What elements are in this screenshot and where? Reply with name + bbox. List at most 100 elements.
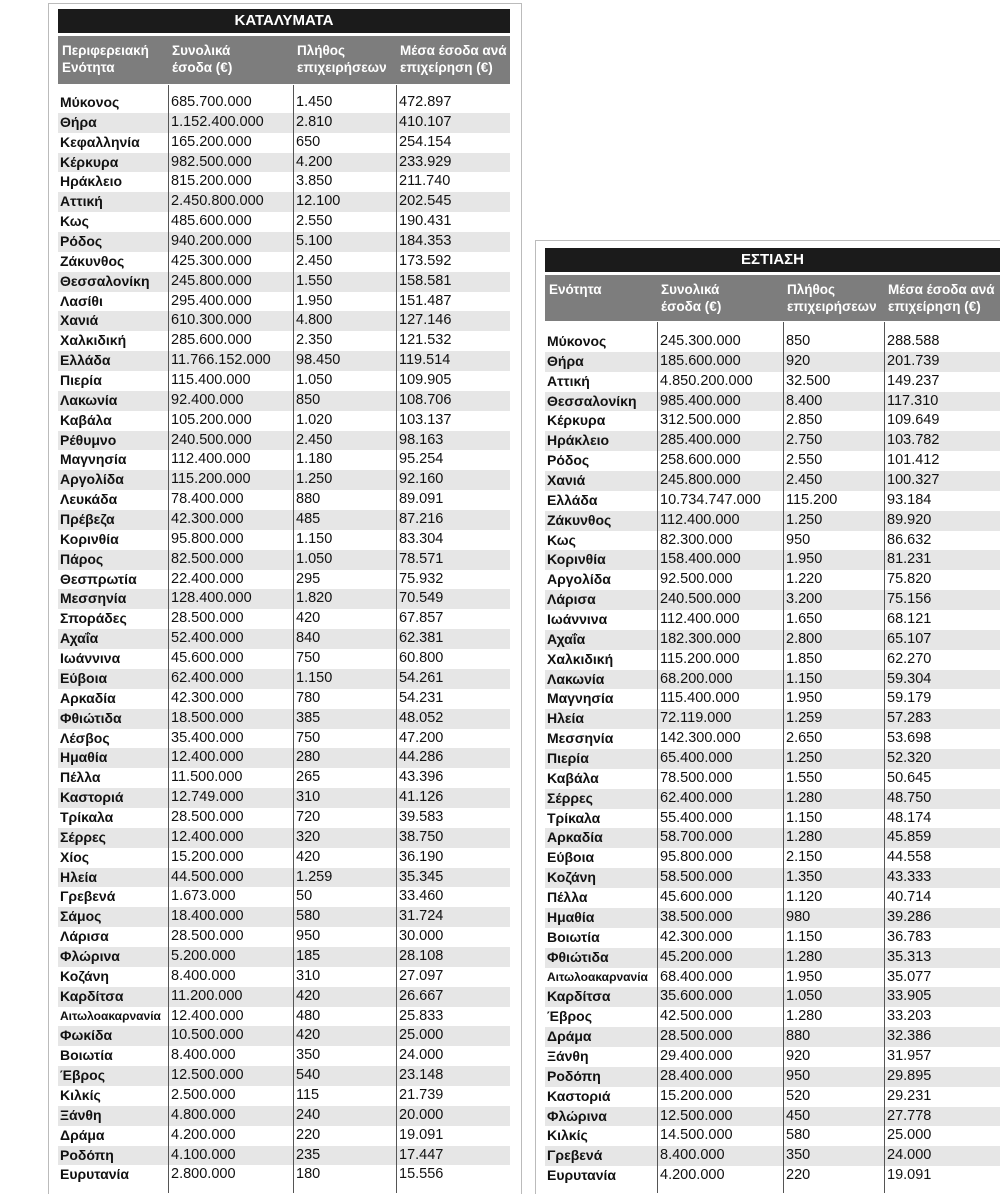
cell-region: Ροδόπη [547,1067,601,1084]
column-header-line: Συνολικά [661,282,720,297]
table-row: Δράμα 28.500.000 880 32.386 [545,1027,1000,1047]
cell-region: Χίος [60,848,90,865]
cell-avg-revenue: 39.286 [887,908,932,925]
cell-avg-revenue: 78.571 [399,550,444,567]
cell-region: Γρεβενά [60,888,116,905]
cell-business-count: 880 [786,1028,811,1045]
cell-avg-revenue: 28.108 [399,947,444,964]
cell-region: Ρέθυμνο [60,431,117,448]
cell-total-revenue: 4.100.000 [171,1146,236,1163]
cell-business-count: 450 [786,1107,811,1124]
cell-avg-revenue: 109.905 [399,372,452,389]
cell-avg-revenue: 50.645 [887,769,932,786]
cell-business-count: 650 [296,133,321,150]
cell-business-count: 1.950 [786,690,823,707]
table-row: Αργολίδα 115.200.000 1.250 92.160 [58,470,510,491]
column-header-total-revenue: Συνολικά έσοδα (€) [172,42,232,76]
cell-avg-revenue: 33.905 [887,988,932,1005]
cell-total-revenue: 985.400.000 [660,392,741,409]
cell-avg-revenue: 149.237 [887,372,940,389]
cell-business-count: 4.200 [296,153,333,170]
table-row: Μεσσηνία 142.300.000 2.650 53.698 [545,729,1000,749]
cell-avg-revenue: 92.160 [399,471,444,488]
cell-region: Θεσσαλονίκη [547,392,637,409]
table-row: Ευρυτανία 4.200.000 220 19.091 [545,1166,1000,1186]
cell-region: Κέρκυρα [60,153,119,170]
table-row: Μαγνησία 115.400.000 1.950 59.179 [545,689,1000,709]
cell-avg-revenue: 184.353 [399,233,452,250]
table-row: Φθιώτιδα 18.500.000 385 48.052 [58,708,510,729]
cell-total-revenue: 295.400.000 [171,292,252,309]
cell-avg-revenue: 211.740 [399,173,451,190]
table-row: Θεσσαλονίκη 985.400.000 8.400 117.310 [545,391,1000,412]
cell-business-count: 385 [296,709,321,726]
cell-avg-revenue: 119.514 [399,352,451,369]
table-row: Κέρκυρα 312.500.000 2.850 109.649 [545,411,1000,431]
cell-avg-revenue: 54.231 [399,689,444,706]
cell-business-count: 2.800 [786,630,823,647]
cell-avg-revenue: 48.052 [399,709,444,726]
table-row: Δράμα 4.200.000 220 19.091 [58,1126,510,1146]
table-row: Ξάνθη 29.400.000 920 31.957 [545,1047,1000,1067]
cell-total-revenue: 4.200.000 [171,1126,236,1143]
cell-avg-revenue: 30.000 [399,928,444,945]
cell-total-revenue: 285.400.000 [660,432,741,449]
cell-business-count: 1.150 [786,809,823,826]
cell-avg-revenue: 52.320 [887,750,932,767]
table-row: Βοιωτία 42.300.000 1.150 36.783 [545,928,1000,948]
table-row: Ροδόπη 4.100.000 235 17.447 [58,1145,510,1166]
cell-avg-revenue: 81.231 [887,551,932,568]
column-header-line: Συνολικά [172,43,231,58]
column-header-line: Μέσα έσοδα ανά [400,43,507,58]
cell-avg-revenue: 17.447 [399,1146,444,1163]
cell-business-count: 1.820 [296,590,333,607]
table-row: Ρόδος 940.200.000 5.100 184.353 [58,232,510,252]
cell-total-revenue: 58.700.000 [660,829,733,846]
cell-region: Ξάνθη [547,1047,589,1064]
table-row: Πιερία 115.400.000 1.050 109.905 [58,371,510,391]
cell-total-revenue: 115.400.000 [660,690,740,707]
table-row: Σάμος 18.400.000 580 31.724 [58,907,510,928]
cell-business-count: 1.280 [786,948,823,965]
table-row: Αχαΐα 182.300.000 2.800 65.107 [545,629,1000,650]
cell-total-revenue: 22.400.000 [171,570,244,587]
cell-business-count: 2.550 [786,452,823,469]
cell-avg-revenue: 44.286 [399,749,444,766]
cell-region: Χανιά [60,312,99,329]
cell-business-count: 2.450 [296,252,333,269]
dining-table: Μύκονος 245.300.000 850 288.588 Θήρα 185.600.… [545,332,1000,1186]
cell-total-revenue: 42.300.000 [171,511,244,528]
cell-business-count: 750 [296,729,321,746]
cell-avg-revenue: 65.107 [887,630,932,647]
cell-business-count: 420 [296,987,321,1004]
cell-business-count: 1.050 [296,372,333,389]
cell-business-count: 1.280 [786,1008,823,1025]
cell-avg-revenue: 103.782 [887,432,940,449]
cell-total-revenue: 425.300.000 [171,252,252,269]
cell-region: Κέρκυρα [547,412,606,429]
table-row: Πέλλα 45.600.000 1.120 40.714 [545,888,1000,908]
table-row: Κοζάνη 58.500.000 1.350 43.333 [545,868,1000,889]
column-header-line: επιχειρήσεων [787,299,877,314]
cell-avg-revenue: 75.820 [887,571,932,588]
cell-business-count: 220 [786,1167,811,1184]
table-row: Κιλκίς 14.500.000 580 25.000 [545,1126,1000,1146]
cell-total-revenue: 182.300.000 [660,630,741,647]
cell-avg-revenue: 98.163 [399,431,444,448]
cell-region: Πάρος [60,550,104,567]
cell-business-count: 2.850 [786,412,823,429]
cell-avg-revenue: 254.154 [399,133,452,150]
cell-total-revenue: 12.500.000 [660,1107,733,1124]
table-row: Ιωάννινα 45.600.000 750 60.800 [58,649,510,669]
cell-total-revenue: 65.400.000 [660,750,733,767]
table-row: Ηράκλειο 285.400.000 2.750 103.782 [545,431,1000,452]
table-row: Καστοριά 12.749.000 310 41.126 [58,788,510,808]
cell-business-count: 235 [296,1146,321,1163]
cell-business-count: 420 [296,848,321,865]
cell-region: Αρκαδία [547,829,603,846]
cell-region: Σάμος [60,908,102,925]
cell-avg-revenue: 75.932 [399,570,444,587]
table-row: Καβάλα 78.500.000 1.550 50.645 [545,769,1000,789]
table-row: Θήρα 185.600.000 920 201.739 [545,351,1000,372]
table-row: Πιερία 65.400.000 1.250 52.320 [545,749,1000,769]
